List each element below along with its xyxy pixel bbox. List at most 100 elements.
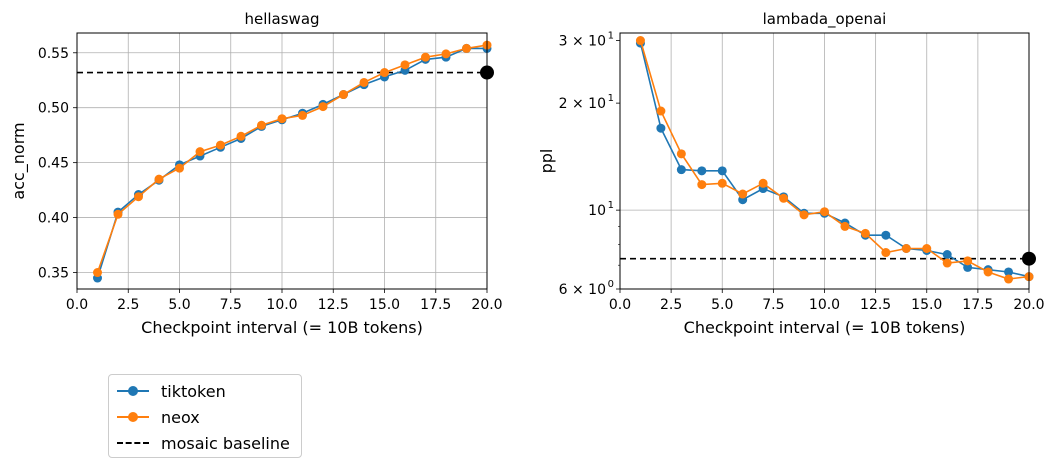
legend: tiktoken neox mosaic baseline — [108, 374, 302, 458]
point-tiktoken — [963, 262, 973, 272]
plot-frame — [619, 32, 1030, 290]
point-neox — [216, 140, 225, 150]
x-tick-label: 2.5 — [660, 297, 682, 313]
point-neox — [860, 228, 870, 238]
point-neox — [820, 207, 829, 217]
point-neox — [942, 258, 952, 268]
point-neox — [901, 243, 911, 253]
point-neox — [400, 60, 410, 70]
chart-0: 0.0 2.5 5.0 7.5 10.0 12.5 15.0 17.5 20.0 0.35 0.40… — [9, 10, 503, 337]
legend-swatch-tiktoken — [117, 381, 149, 401]
point-tiktoken — [881, 230, 891, 240]
x-tick-label: 12.5 — [860, 297, 891, 313]
point-tiktoken — [656, 123, 666, 133]
y-axis-label: acc_norm — [9, 122, 29, 199]
point-neox — [257, 120, 266, 130]
y-tick-label: 0.45 — [38, 156, 69, 172]
chart-title: hellaswag — [244, 10, 319, 28]
x-tick-label: 17.5 — [420, 297, 451, 313]
legend-swatch-neox — [117, 407, 149, 427]
x-tick-label: 17.5 — [962, 297, 993, 313]
series-line-tiktoken — [639, 42, 1029, 278]
legend-item-baseline: mosaic baseline — [117, 431, 290, 455]
x-axis-label: Checkpoint interval (= 10B tokens) — [141, 318, 423, 337]
x-tick-label: 10.0 — [809, 297, 840, 313]
legend-label-tiktoken: tiktoken — [161, 381, 226, 401]
y-tick-label: 0.55 — [38, 46, 69, 62]
point-neox — [318, 102, 328, 112]
point-neox — [277, 114, 287, 124]
point-neox — [983, 267, 993, 277]
x-tick-label: 0.0 — [66, 297, 88, 313]
point-neox — [656, 106, 666, 116]
point-neox — [175, 163, 184, 173]
point-neox — [298, 110, 307, 120]
legend-label-neox: neox — [161, 407, 200, 427]
point-neox — [799, 210, 809, 220]
y-tick-exponent: 1 — [608, 93, 614, 104]
y-tick-label: 2 × 10 — [559, 96, 606, 112]
point-neox — [93, 268, 102, 278]
y-tick-exponent: 1 — [608, 200, 614, 211]
point-neox — [154, 174, 164, 184]
point-neox — [676, 149, 686, 159]
y-tick-exponent: 1 — [608, 31, 614, 42]
point-neox — [134, 192, 143, 202]
point-neox — [113, 209, 123, 219]
x-tick-label: 2.5 — [117, 297, 139, 313]
x-tick-label: 7.5 — [220, 297, 242, 313]
series-line-tiktoken — [96, 47, 487, 279]
point-neox — [462, 43, 471, 53]
y-tick-label: 6 × 10 — [559, 282, 606, 298]
point-neox — [717, 178, 727, 188]
legend-swatch-baseline — [117, 433, 149, 453]
x-tick-label: 15.0 — [369, 297, 400, 313]
x-tick-label: 0.0 — [609, 297, 631, 313]
point-neox — [840, 221, 850, 231]
point-neox — [635, 36, 645, 46]
point-tiktoken — [1004, 267, 1014, 277]
y-tick-label: 3 × 10 — [559, 34, 606, 50]
y-tick-label: 0.40 — [38, 211, 69, 227]
x-tick-label: 5.0 — [711, 297, 733, 313]
series-line-neox — [96, 44, 487, 273]
point-neox — [195, 147, 205, 157]
y-tick-exponent: 0 — [608, 279, 614, 290]
y-axis-label: ppl — [537, 149, 556, 174]
chart-1: 0.0 2.5 5.0 7.5 10.0 12.5 15.0 17.5 20.03 × 10 12… — [537, 10, 1045, 337]
point-tiktoken — [717, 166, 727, 176]
legend-label-baseline: mosaic baseline — [161, 433, 290, 453]
x-tick-label: 20.0 — [471, 297, 502, 313]
point-neox — [963, 256, 973, 266]
point-neox — [380, 68, 389, 78]
x-tick-label: 7.5 — [762, 297, 784, 313]
point-neox — [779, 193, 789, 203]
x-axis-label: Checkpoint interval (= 10B tokens) — [684, 318, 966, 337]
point-neox — [359, 77, 369, 87]
legend-item-neox: neox — [117, 405, 200, 429]
series-line-neox — [639, 40, 1029, 280]
x-tick-label: 10.0 — [266, 297, 297, 313]
point-tiktoken — [942, 250, 952, 260]
x-tick-label: 5.0 — [168, 297, 190, 313]
legend-item-tiktoken: tiktoken — [117, 379, 226, 403]
point-neox — [738, 189, 748, 199]
point-tiktoken — [697, 166, 707, 176]
x-tick-label: 12.5 — [318, 297, 349, 313]
y-tick-label: 0.35 — [38, 266, 69, 282]
y-tick-label: 10 — [588, 203, 606, 219]
point-neox — [881, 248, 891, 258]
point-neox — [697, 180, 707, 190]
point-neox — [441, 49, 451, 59]
x-tick-label: 20.0 — [1013, 297, 1044, 313]
plot-frame — [76, 32, 488, 290]
point-neox — [758, 178, 768, 188]
point-neox — [236, 131, 246, 141]
point-neox — [339, 90, 348, 100]
point-neox — [1004, 274, 1014, 284]
chart-title: lambada_openai — [763, 10, 887, 29]
point-tiktoken — [676, 165, 686, 175]
point-neox — [922, 243, 932, 253]
x-tick-label: 15.0 — [911, 297, 942, 313]
